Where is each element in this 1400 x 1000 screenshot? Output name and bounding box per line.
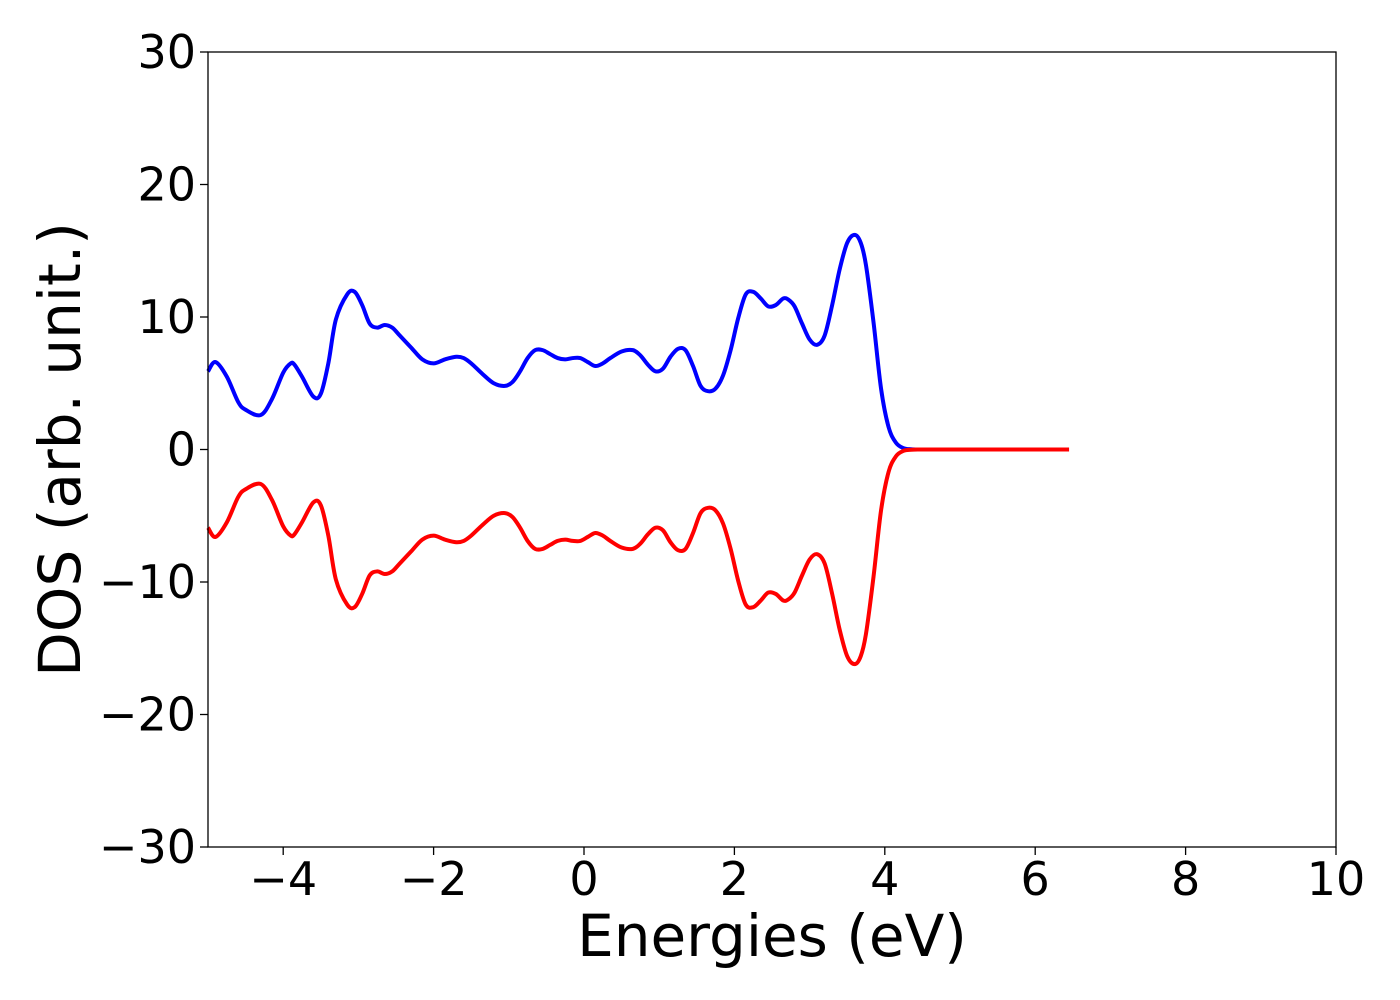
y-tick-label: −10 [99,555,196,609]
y-tick-label: 20 [137,158,196,212]
y-tick-label: −20 [99,688,196,742]
x-tick-label: 6 [1021,852,1050,906]
y-tick-label: 0 [167,423,196,477]
dos-spin-up-line [206,232,1070,452]
y-tick-label: −30 [99,820,196,874]
dos-spin-down-line [206,447,1070,667]
y-tick-label: 10 [137,290,196,344]
x-axis-label: Energies (eV) [577,902,967,970]
x-tick-label: −2 [400,852,468,906]
series-layer [206,232,1070,667]
y-axis-label: DOS (arb. unit.) [26,222,94,677]
x-tick-label: 8 [1171,852,1200,906]
x-tick-label: −4 [249,852,317,906]
x-tick-label: 10 [1307,852,1366,906]
x-tick-label: 4 [870,852,899,906]
x-tick-label: 2 [720,852,749,906]
x-tick-label: 0 [569,852,598,906]
y-tick-label: 30 [137,25,196,79]
